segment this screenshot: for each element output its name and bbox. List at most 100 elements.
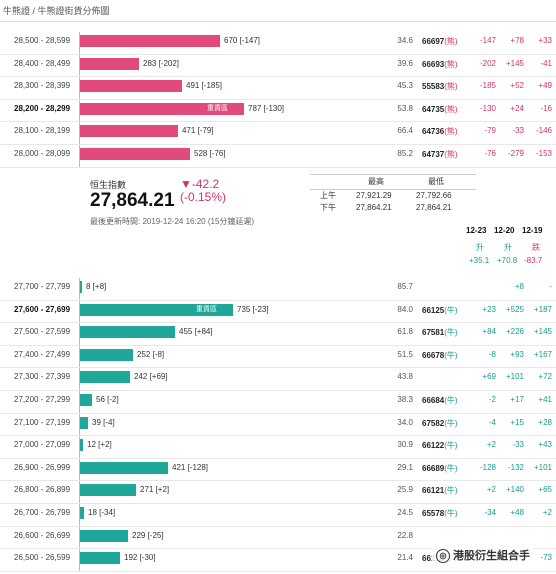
- change-day-1: -147: [479, 36, 496, 45]
- warrant-code-link[interactable]: 64736(熊): [422, 126, 458, 137]
- warrant-code-link[interactable]: 64737(熊): [422, 149, 458, 160]
- change-day-3: -16: [540, 103, 552, 113]
- am-low: 27,792.66: [416, 191, 452, 200]
- warrant-code[interactable]: 66697: [422, 37, 445, 46]
- change-day-3: +28: [538, 417, 552, 427]
- volume-bar[interactable]: [80, 102, 244, 115]
- warrant-code-link[interactable]: 66693(熊): [422, 59, 458, 70]
- warrant-code-link[interactable]: 66689(牛): [422, 463, 458, 474]
- change-day-1: -4: [488, 417, 496, 427]
- breadcrumb[interactable]: 牛熊證 / 牛熊證街貨分佈圖: [0, 0, 556, 22]
- volume-bar[interactable]: [80, 416, 88, 429]
- warrant-code-link[interactable]: 66122(牛): [422, 440, 458, 451]
- change-day-1: -8: [488, 349, 496, 359]
- ratio-value: 25.9: [397, 485, 413, 495]
- volume-bar[interactable]: [80, 529, 128, 542]
- warrant-code[interactable]: 66684: [422, 396, 445, 405]
- warrant-code[interactable]: 65578: [422, 509, 445, 518]
- warrant-code[interactable]: 55583: [422, 82, 445, 92]
- bull-row[interactable]: 27,500 - 27,599 455 [+84] 61.8 67581(牛) +84 +…: [0, 323, 556, 346]
- change-day-1: -76: [484, 149, 496, 158]
- volume-bar[interactable]: [80, 507, 84, 519]
- warrant-code-link[interactable]: 67581(牛): [422, 327, 458, 338]
- volume-bar[interactable]: [80, 80, 182, 93]
- volume-bar[interactable]: [80, 125, 178, 138]
- change-day-3: +2: [542, 508, 552, 517]
- bull-row[interactable]: 26,700 - 26,799 18 [-34] 24.5 65578(牛) -34 +4…: [0, 504, 556, 527]
- bar-value-label: 8 [+8]: [86, 282, 107, 291]
- warrant-code[interactable]: 64735: [422, 104, 445, 114]
- warrant-code-link[interactable]: 66697(熊): [422, 36, 458, 47]
- axis-line: [79, 323, 80, 346]
- change-day-2: +525: [505, 304, 524, 314]
- row-divider: [0, 390, 556, 391]
- bear-row[interactable]: 28,300 - 28,399 491 [-185] 45.3 55583(熊) -18…: [0, 77, 556, 100]
- warrant-code-link[interactable]: 65578(牛): [422, 508, 458, 519]
- bar-value-label: 528 [-76]: [194, 149, 226, 158]
- warrant-code-link[interactable]: 55583(熊): [422, 81, 458, 92]
- change-day-1: -2: [488, 395, 496, 404]
- warrant-code[interactable]: 66689: [422, 463, 445, 473]
- bull-row[interactable]: 27,700 - 27,799 8 [+8] 85.7 +8 -: [0, 278, 556, 301]
- warrant-code[interactable]: 67582: [422, 418, 445, 428]
- volume-bar[interactable]: [80, 439, 83, 452]
- bull-row[interactable]: 27,600 - 27,699 重貨區 735 [-23] 84.0 66125(牛) +…: [0, 300, 556, 324]
- bull-row[interactable]: 27,300 - 27,399 242 [+69] 43.8 +69 +101 +72: [0, 368, 556, 391]
- warrant-code[interactable]: 66678: [422, 350, 445, 360]
- bull-row[interactable]: 27,100 - 27,199 39 [-4] 34.0 67582(牛) -4 +15 +…: [0, 413, 556, 437]
- warrant-code[interactable]: 66122: [422, 441, 445, 451]
- volume-bar[interactable]: [80, 303, 233, 316]
- volume-bar[interactable]: [80, 281, 82, 293]
- volume-bar[interactable]: [80, 461, 168, 474]
- warrant-code[interactable]: 64736: [422, 127, 445, 137]
- warrant-code-link[interactable]: 66684(牛): [422, 395, 458, 406]
- volume-bar[interactable]: [80, 394, 92, 406]
- bar-value-label: 56 [-2]: [96, 395, 119, 404]
- warrant-code[interactable]: 66125: [422, 305, 445, 315]
- bear-row[interactable]: 28,200 - 28,299 重貨區 787 [-130] 53.8 64735(熊)…: [0, 99, 556, 123]
- volume-bar[interactable]: [80, 371, 130, 384]
- ratio-value: 30.9: [397, 440, 413, 450]
- index-title: 恒生指數: [90, 180, 127, 190]
- change-day-2: +15: [510, 417, 524, 427]
- warrant-code-link[interactable]: 64735(熊): [422, 104, 458, 115]
- date-col-3: 12-19: [522, 226, 543, 235]
- bull-row[interactable]: 27,200 - 27,299 56 [-2] 38.3 66684(牛) -2 +17 +…: [0, 391, 556, 414]
- change-day-1: -128: [479, 462, 496, 472]
- row-divider: [0, 344, 556, 346]
- bear-row[interactable]: 28,500 - 28,599 670 [-147] 34.6 66697(熊) -14…: [0, 32, 556, 55]
- bull-row[interactable]: 26,600 - 26,699 229 [-25] 22.8: [0, 526, 556, 550]
- bull-row[interactable]: 27,000 - 27,099 12 [+2] 30.9 66122(牛) +2 -33 +…: [0, 436, 556, 459]
- bull-row[interactable]: 27,400 - 27,499 252 [-8] 51.5 66678(牛) -8 +93…: [0, 345, 556, 369]
- price-range: 26,800 - 26,899: [14, 485, 71, 495]
- price-range: 28,000 - 28,099: [14, 149, 71, 158]
- bull-row[interactable]: 26,900 - 26,999 421 [-128] 29.1 66689(牛) -12…: [0, 458, 556, 482]
- warrant-code-link[interactable]: 66678(牛): [422, 350, 458, 361]
- price-range: 28,500 - 28,599: [14, 36, 71, 45]
- volume-bar[interactable]: [80, 326, 175, 339]
- warrant-code-link[interactable]: 66121(牛): [422, 485, 458, 496]
- index-change-points: ▼-42.2: [180, 177, 220, 191]
- warrant-code[interactable]: 66121: [422, 486, 445, 496]
- row-divider: [0, 367, 556, 369]
- volume-bar[interactable]: [80, 348, 133, 361]
- volume-bar[interactable]: [80, 35, 220, 47]
- volume-bar[interactable]: [80, 484, 136, 497]
- bull-row[interactable]: 26,800 - 26,899 271 [+2] 25.9 66121(牛) +2 +14…: [0, 481, 556, 504]
- change-day-2: -33: [512, 440, 524, 450]
- warrant-code[interactable]: 67581: [422, 328, 445, 338]
- warrant-code[interactable]: 66693: [422, 59, 445, 69]
- price-range: 27,200 - 27,299: [14, 395, 71, 404]
- bear-row[interactable]: 28,000 - 28,099 528 [-76] 85.2 64737(熊) -76 -…: [0, 145, 556, 168]
- bear-row[interactable]: 28,100 - 28,199 471 [-79] 66.4 64736(熊) -79 -…: [0, 122, 556, 145]
- warrant-code-link[interactable]: 67582(牛): [422, 418, 458, 429]
- warrant-code-link[interactable]: 66125(牛): [422, 305, 458, 316]
- warrant-code[interactable]: 64737: [422, 150, 445, 159]
- price-range: 27,300 - 27,399: [14, 372, 71, 382]
- volume-bar[interactable]: [80, 148, 190, 160]
- volume-bar[interactable]: [80, 552, 120, 565]
- bear-row[interactable]: 28,400 - 28,499 283 [-202] 39.6 66693(熊) -20…: [0, 54, 556, 78]
- volume-bar[interactable]: [80, 57, 139, 70]
- ratio-value: 34.0: [397, 417, 413, 427]
- price-range: 28,200 - 28,299: [14, 103, 71, 113]
